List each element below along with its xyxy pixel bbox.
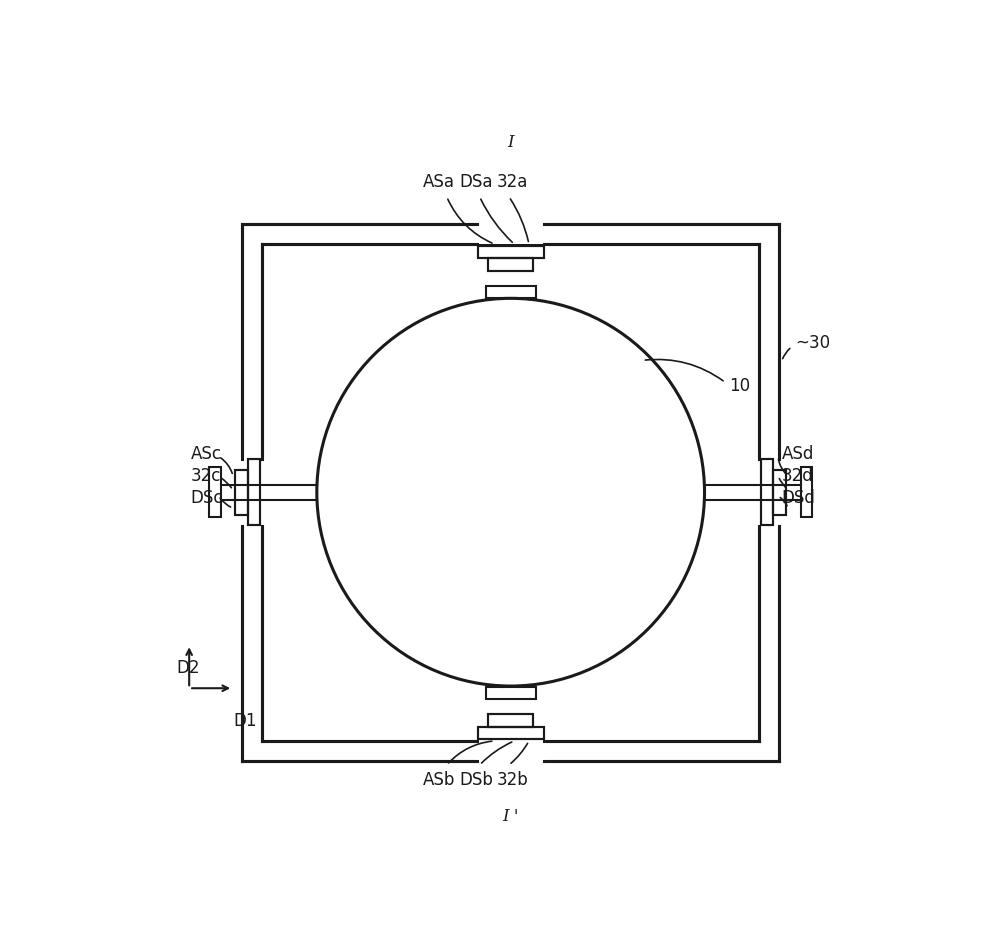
- Text: 32a: 32a: [497, 173, 528, 191]
- Bar: [478, 246, 544, 258]
- Bar: [248, 459, 260, 525]
- Bar: [486, 688, 536, 699]
- Bar: [478, 246, 544, 258]
- Text: ASa: ASa: [423, 173, 455, 191]
- Text: I ': I ': [502, 808, 519, 825]
- Bar: [488, 713, 533, 727]
- Text: ASc: ASc: [191, 446, 222, 464]
- Bar: [761, 459, 773, 525]
- Bar: [235, 469, 248, 515]
- Bar: [773, 469, 786, 515]
- Bar: [476, 737, 546, 765]
- Text: D1: D1: [233, 712, 257, 730]
- Bar: [238, 457, 266, 527]
- Text: ASb: ASb: [423, 770, 456, 788]
- Bar: [476, 220, 546, 244]
- Text: DSc: DSc: [191, 489, 223, 507]
- Text: 10: 10: [729, 377, 750, 395]
- Bar: [235, 469, 248, 515]
- Text: 32b: 32b: [497, 770, 528, 788]
- Bar: [801, 467, 812, 517]
- Text: 32d: 32d: [782, 467, 813, 485]
- Text: ~30: ~30: [796, 334, 831, 352]
- Bar: [761, 459, 773, 525]
- Bar: [755, 457, 783, 527]
- Bar: [773, 469, 786, 515]
- Bar: [248, 459, 260, 525]
- Bar: [478, 727, 544, 739]
- Bar: [488, 258, 533, 272]
- Bar: [488, 258, 533, 272]
- Text: DSd: DSd: [782, 489, 816, 507]
- Bar: [486, 286, 536, 297]
- Bar: [488, 713, 533, 727]
- Text: D2: D2: [176, 659, 200, 677]
- Bar: [478, 727, 544, 739]
- Text: 32c: 32c: [191, 467, 221, 485]
- Bar: [262, 244, 759, 741]
- Bar: [209, 467, 221, 517]
- Text: DSb: DSb: [459, 770, 493, 788]
- Text: DSa: DSa: [459, 173, 493, 191]
- Text: I: I: [507, 135, 514, 151]
- Bar: [242, 223, 779, 761]
- Text: ASd: ASd: [782, 446, 814, 464]
